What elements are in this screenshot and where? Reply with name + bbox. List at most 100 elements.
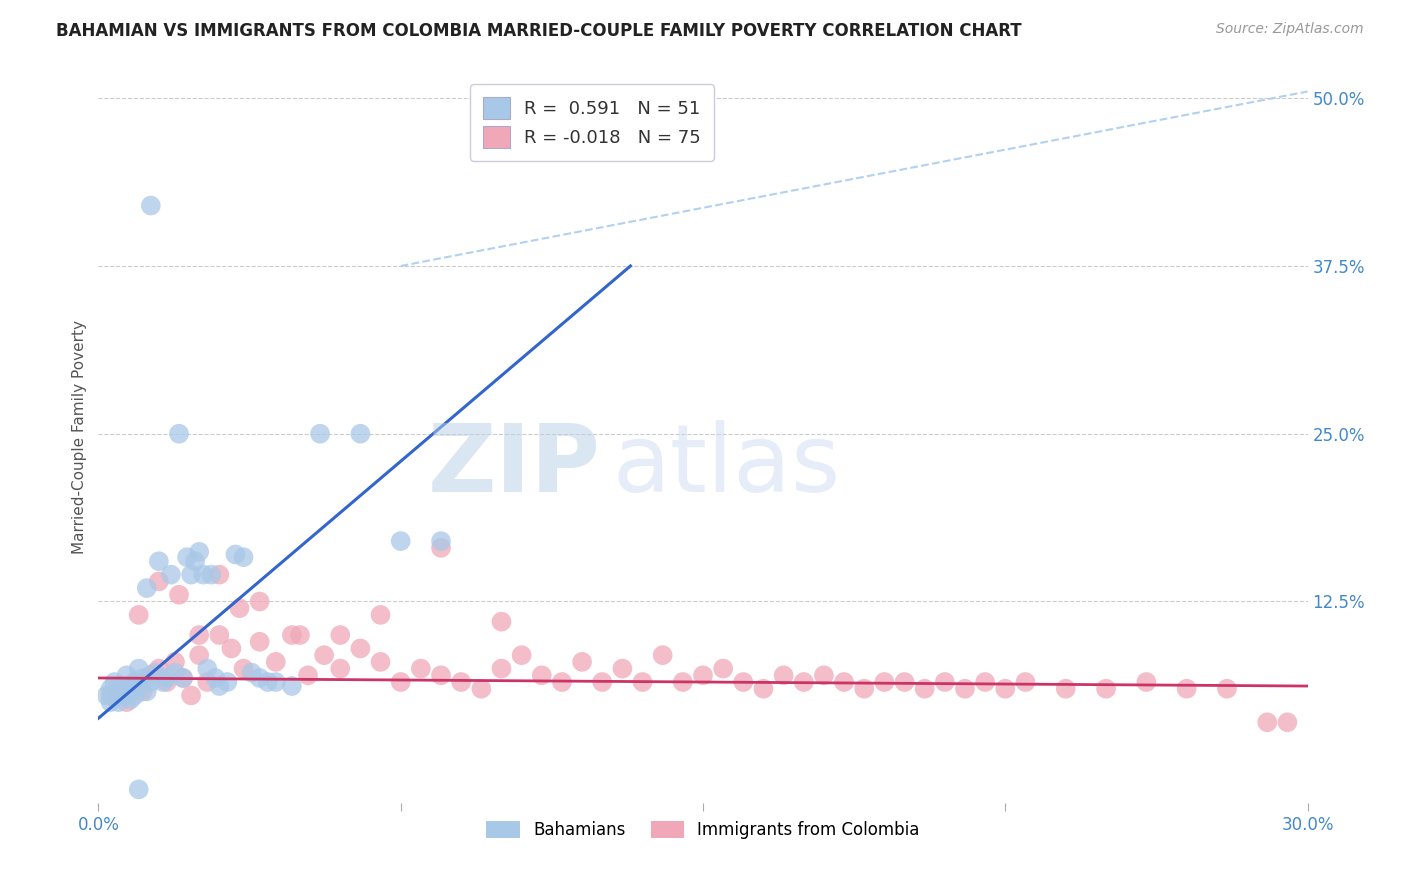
Point xyxy=(389,534,412,549)
Point xyxy=(208,628,231,642)
Point xyxy=(551,675,574,690)
Point xyxy=(256,675,278,690)
Point xyxy=(1014,675,1036,690)
Point xyxy=(111,679,134,693)
Point xyxy=(221,641,243,656)
Point xyxy=(200,567,222,582)
Point xyxy=(204,671,226,685)
Point xyxy=(139,675,162,690)
Point xyxy=(163,655,186,669)
Point xyxy=(139,198,162,212)
Point xyxy=(143,665,166,680)
Point xyxy=(793,675,815,690)
Point xyxy=(180,567,202,582)
Point xyxy=(591,675,613,690)
Point xyxy=(470,681,492,696)
Point xyxy=(1095,681,1118,696)
Point xyxy=(813,668,835,682)
Point xyxy=(115,689,138,703)
Point xyxy=(1216,681,1239,696)
Point xyxy=(224,548,246,562)
Point xyxy=(96,689,118,703)
Point xyxy=(228,601,250,615)
Point xyxy=(297,668,319,682)
Point xyxy=(120,681,142,696)
Point xyxy=(128,607,150,622)
Point xyxy=(135,684,157,698)
Legend: Bahamians, Immigrants from Colombia: Bahamians, Immigrants from Colombia xyxy=(479,814,927,846)
Point xyxy=(853,681,876,696)
Point xyxy=(491,662,513,676)
Point xyxy=(111,689,134,703)
Point xyxy=(217,675,239,690)
Point xyxy=(124,675,146,690)
Point xyxy=(249,634,271,648)
Point xyxy=(370,607,392,622)
Point xyxy=(167,588,190,602)
Point xyxy=(752,681,775,696)
Point xyxy=(195,675,218,690)
Point xyxy=(651,648,673,662)
Point xyxy=(232,662,254,676)
Point xyxy=(148,574,170,589)
Point xyxy=(176,550,198,565)
Point xyxy=(148,662,170,676)
Point xyxy=(264,675,287,690)
Point xyxy=(172,671,194,685)
Point xyxy=(349,641,371,656)
Point xyxy=(612,662,634,676)
Point xyxy=(389,675,412,690)
Point xyxy=(100,681,122,696)
Point xyxy=(571,655,593,669)
Point xyxy=(100,689,122,703)
Point xyxy=(530,668,553,682)
Point xyxy=(450,675,472,690)
Point xyxy=(409,662,432,676)
Point xyxy=(135,581,157,595)
Y-axis label: Married-Couple Family Poverty: Married-Couple Family Poverty xyxy=(72,320,87,554)
Point xyxy=(180,689,202,703)
Point xyxy=(430,668,453,682)
Point xyxy=(430,541,453,555)
Point xyxy=(160,567,183,582)
Point xyxy=(994,681,1017,696)
Point xyxy=(107,681,129,696)
Point xyxy=(832,675,855,690)
Point xyxy=(249,671,271,685)
Text: BAHAMIAN VS IMMIGRANTS FROM COLOMBIA MARRIED-COUPLE FAMILY POVERTY CORRELATION C: BAHAMIAN VS IMMIGRANTS FROM COLOMBIA MAR… xyxy=(56,22,1022,40)
Point xyxy=(329,628,352,642)
Point xyxy=(281,679,304,693)
Point xyxy=(208,679,231,693)
Point xyxy=(124,675,146,690)
Point xyxy=(314,648,336,662)
Point xyxy=(115,695,138,709)
Point xyxy=(711,662,734,676)
Point xyxy=(124,689,146,703)
Point xyxy=(370,655,392,669)
Point xyxy=(188,545,211,559)
Point xyxy=(188,628,211,642)
Point xyxy=(510,648,533,662)
Point xyxy=(249,594,271,608)
Point xyxy=(873,675,896,690)
Point xyxy=(128,679,150,693)
Text: Source: ZipAtlas.com: Source: ZipAtlas.com xyxy=(1216,22,1364,37)
Point xyxy=(672,675,695,690)
Point xyxy=(107,695,129,709)
Text: ZIP: ZIP xyxy=(427,420,600,512)
Point xyxy=(1256,715,1278,730)
Point xyxy=(139,668,162,682)
Point xyxy=(631,675,654,690)
Point xyxy=(232,550,254,565)
Point xyxy=(208,567,231,582)
Point xyxy=(264,655,287,669)
Point xyxy=(1054,681,1077,696)
Point xyxy=(188,648,211,662)
Point xyxy=(152,675,174,690)
Point xyxy=(132,684,155,698)
Point xyxy=(349,426,371,441)
Point xyxy=(156,671,179,685)
Point xyxy=(1277,715,1299,730)
Point xyxy=(163,665,186,680)
Point xyxy=(167,426,190,441)
